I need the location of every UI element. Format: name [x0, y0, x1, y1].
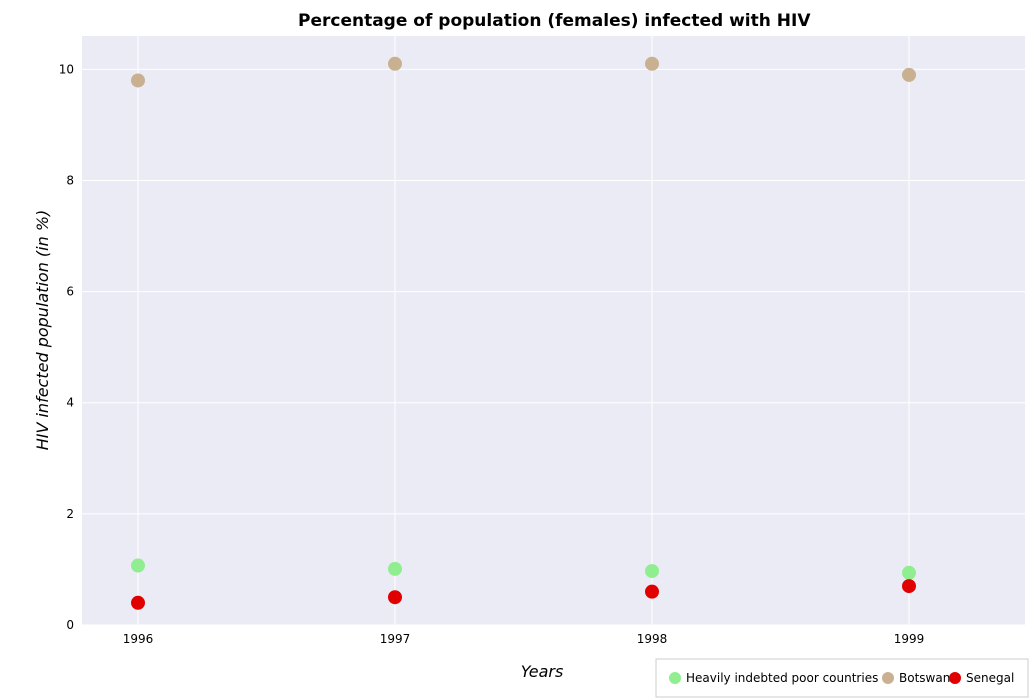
legend-items: Heavily indebted poor countries Botswana S… — [669, 671, 1014, 685]
legend: Heavily indebted poor countries Botswana S… — [655, 658, 1029, 698]
data-point-botswana-1999 — [902, 67, 916, 82]
x-axis-label: Years — [521, 662, 564, 681]
legend-label: Heavily indebted poor countries — [686, 671, 878, 685]
x-tick-label: 1997 — [380, 632, 411, 646]
data-point-botswana-1998 — [645, 56, 659, 71]
x-tick-labels: 1996 1997 1998 1999 — [123, 632, 925, 646]
data-point-senegal-1996 — [131, 595, 145, 610]
y-tick-label: 4 — [66, 396, 74, 410]
y-tick-label: 2 — [66, 507, 74, 521]
grid-lines — [82, 36, 1025, 626]
legend-marker — [949, 672, 961, 684]
y-tick-label: 6 — [66, 285, 74, 299]
data-point-senegal-1997 — [388, 590, 402, 605]
legend-box — [655, 658, 1029, 698]
data-point-heavily-indebted-poor-countries-1996 — [131, 558, 145, 573]
legend-label: Botswana — [899, 671, 958, 685]
chart-title: Percentage of population (females) infec… — [298, 11, 811, 31]
y-tick-label: 10 — [59, 62, 74, 76]
y-tick-label: 8 — [66, 173, 74, 187]
data-point-botswana-1996 — [131, 73, 145, 88]
y-tick-labels: 0 2 4 6 8 10 — [59, 62, 74, 632]
legend-label: Senegal — [966, 671, 1014, 685]
data-point-senegal-1999 — [902, 579, 916, 594]
y-axis-label: HIV infected population (in %) — [33, 210, 52, 451]
data-point-senegal-1998 — [645, 584, 659, 599]
x-tick-label: 1996 — [123, 632, 154, 646]
x-tick-label: 1999 — [894, 632, 925, 646]
plot-area — [82, 36, 1025, 625]
y-tick-label: 0 — [66, 618, 74, 632]
data-point-heavily-indebted-poor-countries-1998 — [645, 564, 659, 579]
data-point-heavily-indebted-poor-countries-1997 — [388, 561, 402, 576]
legend-marker — [882, 672, 894, 684]
legend-marker — [669, 672, 681, 684]
x-tick-label: 1998 — [637, 632, 668, 646]
data-point-botswana-1997 — [388, 56, 402, 71]
data-points — [131, 56, 916, 610]
data-point-heavily-indebted-poor-countries-1999 — [902, 565, 916, 580]
